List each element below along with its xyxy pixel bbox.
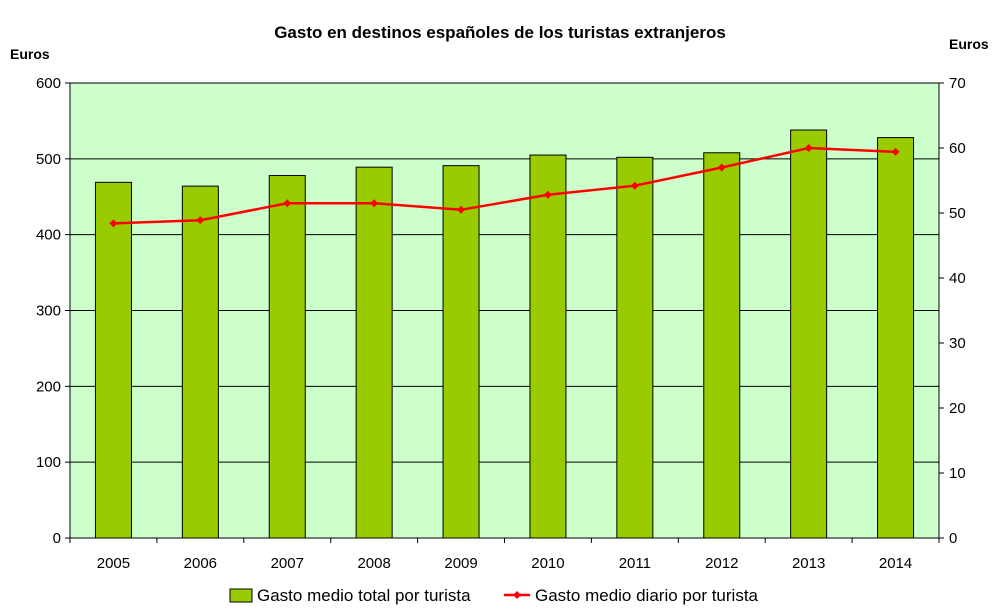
right-axis-tick-label: 70: [949, 75, 966, 92]
bar-2010: [529, 154, 567, 539]
left-axis-tick-label: 200: [36, 378, 61, 395]
line-marker-2011: [630, 181, 639, 190]
left-axis-tick-label: 400: [36, 227, 61, 244]
right-axis-tick-label: 30: [949, 335, 966, 352]
x-axis-tick-label: 2012: [705, 555, 738, 572]
right-axis-tick-label: 0: [949, 530, 957, 547]
axes: [65, 82, 944, 543]
x-axis-tick-label: 2009: [444, 555, 477, 572]
right-axis-tick-label: 60: [949, 140, 966, 157]
legend-label-total: Gasto medio total por turista: [257, 586, 471, 605]
line-marker-2007: [283, 199, 292, 208]
x-axis-tick-label: 2006: [184, 555, 217, 572]
bar-series: [94, 129, 915, 539]
line-marker-2013: [804, 144, 813, 152]
bar-2009: [442, 165, 480, 539]
bar-2006: [181, 185, 219, 539]
x-axis-tick-label: 2014: [879, 555, 912, 572]
x-axis-tick-label: 2005: [97, 555, 130, 572]
right-axis-unit-label: Euros: [949, 36, 989, 52]
legend-line-marker: [513, 591, 521, 599]
legend-label-daily: Gasto medio diario por turista: [535, 586, 759, 605]
line-series: [109, 144, 900, 228]
left-axis-tick-label: 600: [36, 75, 61, 92]
left-axis-tick-label: 0: [53, 530, 61, 547]
x-axis-tick-label: 2007: [271, 555, 304, 572]
left-axis-tick-label: 100: [36, 454, 61, 471]
x-axis-tick-label: 2010: [531, 555, 564, 572]
legend-bar-swatch: [229, 588, 253, 603]
bar-2011: [616, 156, 654, 539]
left-axis-tick-label: 500: [36, 151, 61, 168]
chart-title: Gasto en destinos españoles de los turis…: [274, 23, 726, 42]
right-axis-tick-label: 10: [949, 465, 966, 482]
line-marker-2012: [717, 163, 726, 172]
left-axis-tick-label: 300: [36, 303, 61, 320]
right-axis-tick-label: 50: [949, 205, 966, 222]
right-axis-tick-label: 40: [949, 270, 966, 287]
right-axis-tick-label: 20: [949, 400, 966, 417]
bar-2012: [703, 152, 741, 539]
daily-spend-line: [113, 146, 896, 225]
bar-2005: [94, 181, 132, 539]
line-marker-2010: [543, 190, 552, 199]
x-axis-tick-label: 2013: [792, 555, 825, 572]
line-marker-2009: [457, 205, 466, 214]
bar-2008: [355, 166, 393, 539]
bar-2014: [877, 137, 915, 539]
tick-labels: 0 100 200 300 400 500 600 0 10 20 30 40 50 60 70 2005 20…: [36, 75, 966, 572]
line-marker-2006: [196, 216, 205, 225]
x-axis-tick-label: 2008: [357, 555, 390, 572]
line-marker-2008: [370, 199, 379, 208]
legend: Gasto medio total por turista Gasto medi…: [229, 586, 759, 605]
x-axis-tick-label: 2011: [619, 555, 651, 572]
bar-2013: [790, 129, 828, 539]
line-marker-2014: [891, 147, 900, 156]
line-marker-2005: [109, 219, 118, 228]
left-axis-unit-label: Euros: [10, 46, 50, 62]
bar-2007: [268, 175, 306, 539]
